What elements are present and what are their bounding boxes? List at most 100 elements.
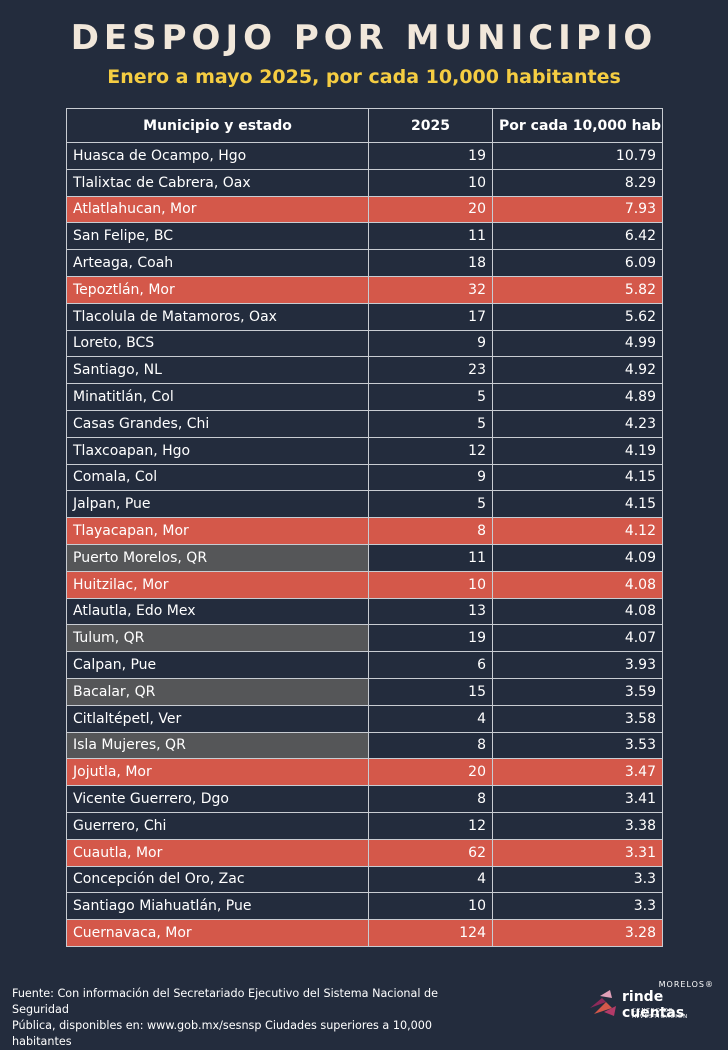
- source-line-1: Fuente: Con información del Secretariado…: [12, 987, 439, 1016]
- cell-2025: 19: [368, 624, 493, 653]
- table-row: Puerto Morelos, QR 11 4.09: [66, 543, 663, 572]
- cell-2025: 20: [368, 195, 493, 224]
- cell-rate: 3.93: [492, 651, 663, 679]
- cell-municipio: Tlaxcoapan, Hgo: [66, 436, 369, 465]
- table-row: Bacalar, QR 15 3.59: [66, 677, 663, 706]
- table-row: Jalpan, Pue 5 4.15: [66, 490, 663, 519]
- cell-rate: 3.53: [492, 731, 663, 760]
- cell-municipio: Atlatlahucan, Mor: [66, 195, 369, 224]
- cell-municipio: Tepoztlán, Mor: [66, 275, 369, 304]
- table-row: Vicente Guerrero, Dgo 8 3.41: [66, 785, 663, 813]
- cell-2025: 19: [368, 142, 493, 170]
- cell-2025: 6: [368, 651, 493, 679]
- logo-main-text: rinde cuentas: [622, 989, 685, 1021]
- cell-rate: 4.12: [492, 517, 663, 545]
- cell-municipio: Santiago, NL: [66, 356, 369, 385]
- table-row: Tlalixtac de Cabrera, Oax 10 8.29: [66, 168, 663, 197]
- cell-2025: 9: [368, 329, 493, 358]
- table-row: Huitzilac, Mor 10 4.08: [66, 570, 663, 599]
- cell-municipio: Jalpan, Pue: [66, 490, 369, 519]
- table-row: Tulum, QR 19 4.07: [66, 624, 663, 653]
- cell-2025: 23: [368, 356, 493, 385]
- column-header-rate: Por cada 10,000 hab: [492, 108, 663, 143]
- table-row: Comala, Col 9 4.15: [66, 463, 663, 492]
- table-row: Tlaxcoapan, Hgo 12 4.19: [66, 436, 663, 465]
- cell-municipio: Santiago Miahuatlán, Pue: [66, 892, 369, 921]
- cell-municipio: Guerrero, Chi: [66, 811, 369, 840]
- table-row: Tepoztlán, Mor 32 5.82: [66, 275, 663, 304]
- cell-rate: 4.19: [492, 436, 663, 465]
- table-row: Casas Grandes, Chi 5 4.23: [66, 409, 663, 438]
- table-row: Tlacolula de Matamoros, Oax 17 5.62: [66, 302, 663, 331]
- logo-mark-icon: [590, 990, 616, 1016]
- cell-rate: 4.23: [492, 409, 663, 438]
- cell-2025: 5: [368, 490, 493, 519]
- cell-municipio: Isla Mujeres, QR: [66, 731, 369, 760]
- cell-2025: 15: [368, 677, 493, 706]
- cell-municipio: Tlacolula de Matamoros, Oax: [66, 302, 369, 331]
- cell-2025: 5: [368, 383, 493, 411]
- table-row: Atlatlahucan, Mor 20 7.93: [66, 195, 663, 224]
- cell-rate: 8.29: [492, 168, 663, 197]
- cell-municipio: Huasca de Ocampo, Hgo: [66, 142, 369, 170]
- cell-rate: 3.47: [492, 758, 663, 787]
- cell-municipio: Tlayacapan, Mor: [66, 517, 369, 545]
- cell-2025: 8: [368, 517, 493, 545]
- cell-municipio: Bacalar, QR: [66, 677, 369, 706]
- cell-rate: 3.58: [492, 704, 663, 733]
- cell-rate: 6.42: [492, 222, 663, 251]
- cell-rate: 5.62: [492, 302, 663, 331]
- cell-municipio: Vicente Guerrero, Dgo: [66, 785, 369, 813]
- column-header-2025: 2025: [368, 108, 493, 143]
- table-row: San Felipe, BC 11 6.42: [66, 222, 663, 251]
- table-row: Minatitlán, Col 5 4.89: [66, 383, 663, 411]
- cell-2025: 10: [368, 892, 493, 921]
- cell-rate: 3.28: [492, 919, 663, 947]
- cell-rate: 5.82: [492, 275, 663, 304]
- table-row: Cuernavaca, Mor 124 3.28: [66, 919, 663, 947]
- table-row: Santiago Miahuatlán, Pue 10 3.3: [66, 892, 663, 921]
- table-row: Guerrero, Chi 12 3.38: [66, 811, 663, 840]
- cell-municipio: Atlautla, Edo Mex: [66, 597, 369, 626]
- cell-rate: 4.89: [492, 383, 663, 411]
- logo: MORELOS® rinde cuentas CENTRO DE INVESTI…: [588, 980, 720, 1021]
- cell-rate: 4.15: [492, 490, 663, 519]
- cell-municipio: Cuautla, Mor: [66, 838, 369, 867]
- cell-2025: 12: [368, 811, 493, 840]
- table-row: Isla Mujeres, QR 8 3.53: [66, 731, 663, 760]
- cell-municipio: Citlaltépetl, Ver: [66, 704, 369, 733]
- cell-rate: 4.99: [492, 329, 663, 358]
- table-row: Loreto, BCS 9 4.99: [66, 329, 663, 358]
- cell-municipio: Concepción del Oro, Zac: [66, 865, 369, 894]
- cell-municipio: Puerto Morelos, QR: [66, 543, 369, 572]
- cell-2025: 11: [368, 222, 493, 251]
- cell-2025: 8: [368, 785, 493, 813]
- source-footnote: Fuente: Con información del Secretariado…: [12, 986, 482, 1050]
- table-row: Jojutla, Mor 20 3.47: [66, 758, 663, 787]
- cell-2025: 124: [368, 919, 493, 947]
- cell-rate: 3.59: [492, 677, 663, 706]
- cell-municipio: San Felipe, BC: [66, 222, 369, 251]
- cell-rate: 4.92: [492, 356, 663, 385]
- table-header-row: Municipio y estado 2025 Por cada 10,000 …: [66, 108, 663, 143]
- cell-rate: 10.79: [492, 142, 663, 170]
- cell-municipio: Cuernavaca, Mor: [66, 919, 369, 947]
- cell-2025: 18: [368, 249, 493, 277]
- cell-rate: 4.08: [492, 597, 663, 626]
- cell-rate: 3.3: [492, 865, 663, 894]
- table-row: Huasca de Ocampo, Hgo 19 10.79: [66, 142, 663, 170]
- table-body: Huasca de Ocampo, Hgo 19 10.79 Tlalixtac de…: [66, 142, 663, 947]
- cell-2025: 11: [368, 543, 493, 572]
- cell-rate: 4.08: [492, 570, 663, 599]
- cell-2025: 4: [368, 704, 493, 733]
- cell-rate: 4.15: [492, 463, 663, 492]
- cell-municipio: Calpan, Pue: [66, 651, 369, 679]
- cell-municipio: Jojutla, Mor: [66, 758, 369, 787]
- cell-rate: 3.3: [492, 892, 663, 921]
- table-row: Tlayacapan, Mor 8 4.12: [66, 517, 663, 545]
- cell-2025: 4: [368, 865, 493, 894]
- cell-rate: 3.41: [492, 785, 663, 813]
- cell-rate: 6.09: [492, 249, 663, 277]
- cell-2025: 10: [368, 570, 493, 599]
- cell-municipio: Tulum, QR: [66, 624, 369, 653]
